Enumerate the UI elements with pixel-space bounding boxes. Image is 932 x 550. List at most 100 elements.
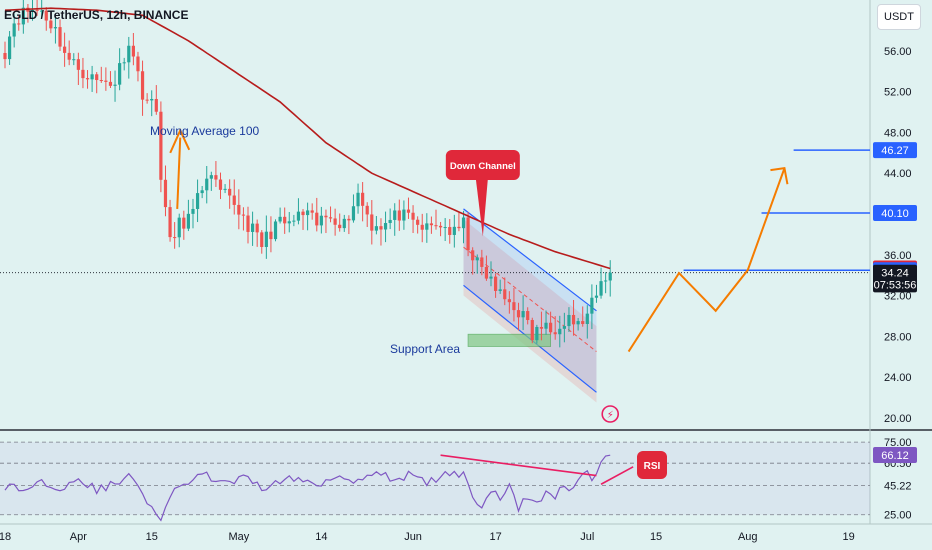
candle	[99, 66, 103, 83]
candle	[287, 211, 291, 233]
candle	[562, 312, 566, 343]
candle-body	[12, 23, 16, 37]
candle-body	[425, 223, 429, 230]
candle	[361, 182, 365, 222]
candle-body	[493, 276, 498, 291]
candle	[140, 60, 145, 116]
candle-body	[438, 225, 443, 228]
candle	[370, 200, 374, 245]
candle-body	[590, 297, 594, 314]
candle	[503, 277, 507, 306]
candle-body	[95, 74, 99, 81]
candle-body	[186, 213, 190, 229]
price-tag-label: 40.10	[881, 208, 909, 220]
candle-body	[99, 80, 103, 82]
candle	[214, 161, 218, 187]
lightning-glyph: ⚡	[607, 410, 614, 421]
candle-body	[448, 227, 452, 235]
candle-body	[131, 45, 135, 57]
candle-body	[416, 219, 420, 225]
down-channel-balloon	[445, 150, 520, 180]
candle-body	[223, 188, 227, 190]
candle-body	[516, 310, 521, 318]
candle	[507, 291, 511, 314]
candles	[3, 0, 612, 348]
candle-body	[228, 188, 232, 196]
candle-body	[250, 223, 255, 232]
candle-body	[429, 223, 434, 226]
candle-body	[549, 322, 553, 333]
candle-body	[310, 210, 314, 213]
candle-body	[154, 98, 158, 112]
candle	[466, 212, 470, 257]
candle-body	[90, 74, 94, 80]
candle-body	[7, 36, 12, 60]
rsi-current-label: 66.12	[881, 450, 909, 462]
candle-body	[466, 217, 470, 251]
candle-body	[374, 226, 378, 231]
candle-body	[145, 99, 149, 101]
candle	[301, 209, 305, 230]
candle	[489, 261, 493, 287]
candle	[3, 41, 7, 69]
candle-body	[521, 311, 525, 318]
projection-arrowhead	[770, 167, 789, 185]
time-tick-label: 19	[843, 531, 855, 543]
candle	[576, 317, 580, 331]
currency-button[interactable]: USDT	[877, 4, 921, 30]
candle	[521, 295, 525, 331]
candle-body	[333, 218, 337, 225]
candle-body	[585, 313, 589, 324]
candle	[590, 284, 594, 330]
candle-body	[379, 226, 383, 230]
candle-body	[218, 179, 223, 190]
price-tick-label: 36.00	[884, 250, 912, 262]
candle	[438, 221, 443, 237]
candle-body	[214, 175, 218, 180]
candle	[113, 70, 117, 102]
candle	[402, 200, 406, 230]
candle	[104, 67, 108, 91]
rsi-band	[0, 442, 870, 515]
candle-body	[140, 71, 145, 100]
candle-body	[44, 10, 48, 21]
candle	[526, 307, 530, 325]
candle	[145, 93, 149, 104]
candle-body	[81, 69, 85, 79]
candle-body	[195, 193, 200, 209]
support-zone	[467, 333, 552, 347]
candle-body	[278, 216, 282, 222]
candle-body	[35, 9, 39, 11]
candle-body	[544, 322, 548, 329]
candle-body	[264, 231, 268, 247]
candle	[21, 0, 25, 34]
channel-mid-line	[463, 246, 597, 352]
candle-body	[246, 215, 250, 232]
candle-body	[209, 175, 213, 179]
candle	[471, 247, 475, 275]
candle-body	[49, 20, 53, 29]
candle	[67, 40, 71, 66]
candle-body	[356, 192, 360, 207]
channel-shade	[463, 219, 597, 403]
candle	[608, 260, 612, 297]
candle	[388, 208, 392, 230]
candle-body	[420, 224, 424, 230]
price-tick-label: 20.00	[884, 413, 912, 425]
candle-body	[301, 211, 305, 216]
candle	[475, 254, 479, 274]
candle-body	[535, 326, 539, 341]
price-tick-label: 48.00	[884, 127, 912, 139]
time-tick-label: 17	[489, 531, 501, 543]
candle-body	[324, 215, 328, 218]
candle-body	[104, 80, 108, 82]
candle-body	[287, 221, 291, 224]
price-tick-label: 44.00	[884, 168, 912, 180]
candle-body	[17, 23, 21, 25]
time-tick-label: May	[228, 531, 249, 543]
price-tag-bg	[873, 204, 917, 221]
candle-body	[484, 266, 489, 279]
price-tick-label: 24.00	[884, 372, 912, 384]
candle	[35, 0, 39, 16]
